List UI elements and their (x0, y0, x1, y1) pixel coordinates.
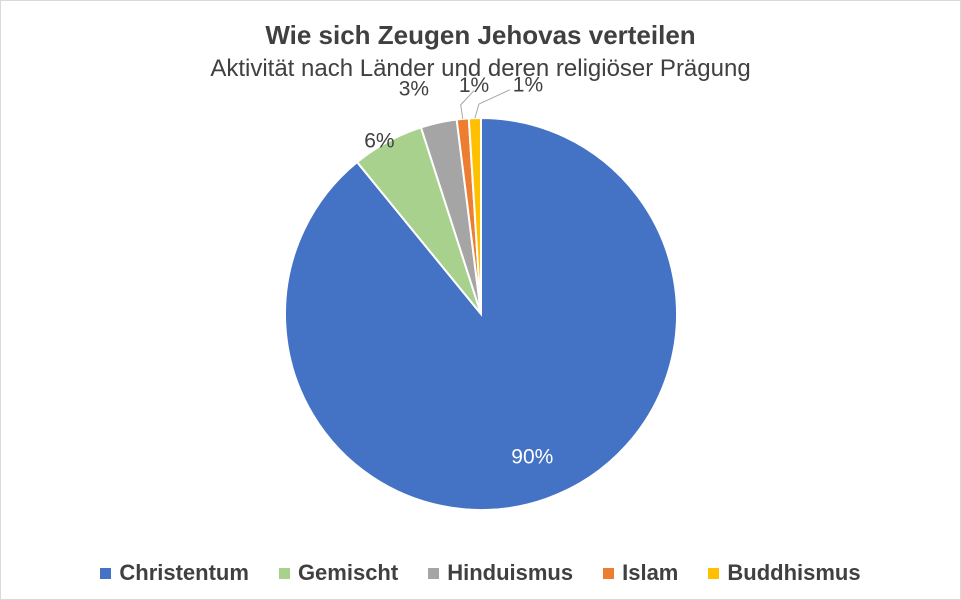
legend-label: Christentum (119, 560, 249, 585)
legend-item-hinduismus: Hinduismus (428, 560, 573, 586)
chart-title: Wie sich Zeugen Jehovas verteilen (265, 20, 696, 50)
legend-item-islam: Islam (603, 560, 678, 586)
data-label-buddhismus: 1% (513, 73, 543, 96)
data-label-hinduismus: 3% (399, 78, 429, 101)
chart-legend: Christentum Gemischt Hinduismus Islam Buddhi… (0, 560, 961, 586)
legend-label: Buddhismus (727, 560, 861, 585)
leader-line-buddhismus (474, 89, 511, 119)
legend-swatch (100, 567, 112, 579)
data-label-christentum: 90% (511, 446, 553, 469)
legend-swatch (603, 567, 615, 579)
legend-label: Hinduismus (447, 560, 574, 585)
legend-swatch (708, 567, 720, 579)
legend-swatch (428, 567, 440, 579)
legend-swatch (278, 567, 290, 579)
legend-item-christentum: Christentum (100, 560, 249, 586)
data-label-islam: 1% (459, 74, 489, 97)
legend-item-gemischt: Gemischt (278, 560, 399, 586)
legend-label: Islam (622, 560, 679, 585)
data-label-gemischt: 6% (364, 129, 394, 152)
chart-subtitle: Aktivität nach Länder und deren religiös… (210, 55, 751, 82)
legend-item-buddhismus: Buddhismus (708, 560, 861, 586)
leader-line-islam (460, 90, 475, 119)
legend-label: Gemischt (297, 560, 399, 585)
